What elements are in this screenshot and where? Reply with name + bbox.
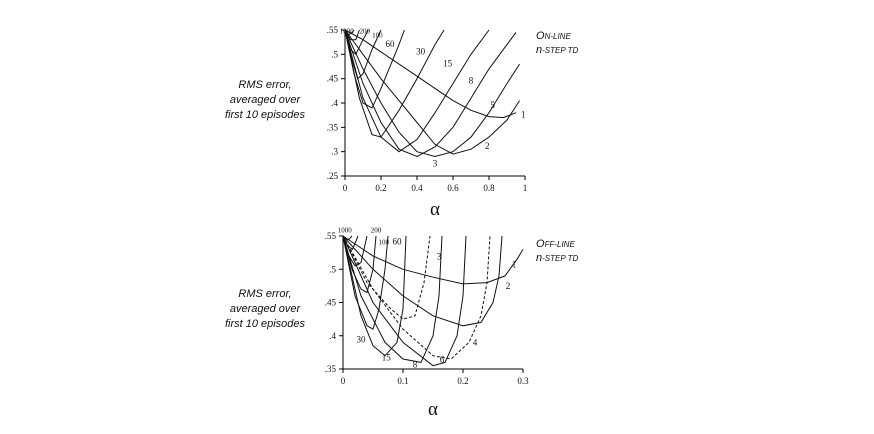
y-tick-label: .5 [331, 49, 338, 59]
x-tick-label: 0.6 [447, 183, 459, 193]
series-line-n1000 [344, 29, 355, 36]
x-axis-label: α [428, 399, 438, 420]
series-line-n8 [344, 29, 490, 153]
y-axis-label-line: first 10 episodes [225, 109, 306, 121]
series-label-n4: 4 [473, 338, 478, 348]
chart-title-part: TD [565, 254, 578, 263]
y-axis-label-line: first 10 episodes [225, 318, 306, 330]
series-line-n1 [342, 235, 524, 285]
series-line-n30 [342, 235, 389, 330]
series-label-n200: 200 [360, 27, 371, 35]
chart-title-part: n [536, 252, 542, 264]
y-tick-label: .45 [327, 74, 339, 84]
x-tick-label: 0.2 [375, 183, 386, 193]
series-label-n200: 200 [371, 227, 382, 235]
chart-title-part: O [536, 30, 545, 42]
y-tick-label: .25 [327, 171, 339, 181]
chart-title-part: N-LINE [545, 32, 572, 41]
x-tick-label: 0 [343, 183, 348, 193]
series-line-n1000 [342, 235, 353, 240]
series-line-n30 [344, 29, 405, 109]
y-axis-label: RMS error, averaged over first 10 episodes [225, 288, 306, 330]
series-line-n2 [344, 29, 521, 155]
series-line-n60 [344, 29, 382, 80]
x-axis-label: α [430, 199, 440, 220]
y-tick-label: .55 [325, 231, 337, 241]
y-tick-label: .3 [331, 147, 338, 157]
series-label-n60: 60 [393, 237, 403, 247]
series-line-n15 [344, 29, 445, 138]
y-tick-label: .4 [331, 98, 338, 108]
x-tick-label: 0.2 [457, 376, 468, 386]
series-label-n30: 30 [416, 46, 426, 56]
chart-title-part: n [536, 44, 542, 56]
y-axis-label-line: averaged over [230, 94, 302, 106]
y-axis-label: RMS error, averaged over first 10 episodes [225, 79, 306, 121]
series-label-n8: 8 [413, 360, 418, 370]
series-line-n6 [342, 235, 467, 367]
series-label-n8: 8 [469, 76, 474, 86]
series-label-n5: 5 [490, 100, 495, 110]
series-line-n60 [342, 235, 377, 294]
chart-title: OFF-LINE n-STEP TD [536, 238, 579, 264]
series-line-n200 [342, 235, 359, 251]
chart-title-part: -STEP [542, 46, 566, 55]
series-line-n5 [344, 29, 517, 158]
series-line-n200 [344, 29, 360, 41]
chart-title-part: O [536, 238, 545, 250]
chart-title-part: TD [565, 46, 578, 55]
y-axis-label-line: RMS error, [238, 79, 291, 91]
series-label-n1: 1 [521, 110, 526, 120]
x-tick-label: 0.4 [411, 183, 423, 193]
series-label-n100: 100 [372, 31, 383, 39]
series-line-n15 [342, 235, 407, 357]
series-label-n15: 15 [443, 59, 453, 69]
series-label-n100: 100 [379, 239, 390, 247]
chart-offline: .35 .4 .45 .5 .55 0 0.1 0.2 0.3 α RMS error, averag… [225, 227, 579, 420]
x-tick-label: 0 [341, 376, 346, 386]
y-axis-label-line: RMS error, [238, 288, 291, 300]
chart-online: .25 .3 .35 .4 .45 .5 .55 0 0.2 0.4 0.6 0.8 1 α RMS err… [225, 25, 579, 220]
series-label-n1000: 1000 [338, 227, 353, 235]
series-line-n100 [342, 235, 368, 267]
series-label-n1: 1 [512, 259, 517, 269]
series-label-n1000: 1000 [340, 27, 355, 35]
series-line-n100 [344, 29, 369, 56]
x-tick-label: 1 [523, 183, 528, 193]
y-tick-label: .55 [327, 25, 339, 35]
chart-title-part: -STEP [542, 254, 566, 263]
series-label-n6: 6 [440, 354, 445, 364]
x-tick-label: 0.3 [517, 376, 529, 386]
series-line-n8 [342, 235, 443, 363]
series-line-n1 [344, 29, 517, 119]
series-line-n3 [342, 235, 431, 320]
series-label-n3: 3 [433, 158, 438, 168]
chart-title: ON-LINE n-STEP TD [536, 30, 579, 56]
series-label-n2: 2 [485, 141, 490, 151]
y-tick-label: .35 [327, 122, 339, 132]
y-axis-label-line: averaged over [230, 303, 302, 315]
x-tick-label: 0.8 [483, 183, 495, 193]
y-tick-label: .35 [325, 364, 337, 374]
series-label-n3: 3 [437, 251, 442, 261]
y-tick-label: .45 [325, 298, 337, 308]
y-tick-label: .5 [329, 264, 336, 274]
series-line-n4 [342, 235, 491, 360]
chart-title-part: FF-LINE [545, 240, 576, 249]
series-label-n30: 30 [357, 334, 367, 344]
series-label-n15: 15 [382, 352, 392, 362]
series-line-n3 [344, 29, 521, 158]
x-tick-label: 0.1 [397, 376, 408, 386]
series-label-n60: 60 [386, 39, 396, 49]
y-tick-label: .4 [329, 331, 336, 341]
series-label-n2: 2 [506, 281, 511, 291]
series-line-n2 [342, 235, 503, 327]
